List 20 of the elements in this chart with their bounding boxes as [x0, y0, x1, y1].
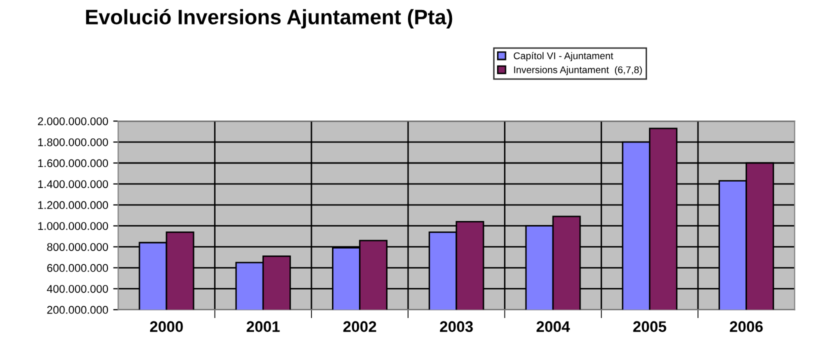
y-tick-label: 1.800.000.000 [38, 138, 108, 146]
x-tick-label: 2005 [633, 321, 666, 332]
x-tick-label: 2000 [150, 321, 183, 332]
x-tick-label: 2006 [730, 321, 763, 332]
y-tick-label: 1.400.000.000 [38, 180, 108, 188]
y-tick-label: 1.200.000.000 [38, 201, 108, 210]
y-tick-label: 800.000.000 [47, 243, 108, 251]
x-tick-label: 2004 [536, 321, 570, 332]
legend-label: Capítol VI - Ajuntament [514, 52, 614, 62]
chart-title: Evolució Inversions Ajuntament (Pta) [86, 8, 452, 29]
y-tick-label: 1.000.000.000 [38, 222, 108, 230]
x-tick-label: 2003 [440, 321, 473, 332]
x-tick-label: 2002 [343, 321, 376, 332]
y-tick-label: 200.000.000 [47, 306, 108, 314]
legend-label: Inversions Ajuntament (6,7,8) [514, 66, 642, 76]
x-tick-label: 2001 [246, 321, 280, 332]
y-tick-label: 1.600.000.000 [38, 159, 108, 168]
y-tick-label: 2.000.000.000 [38, 117, 108, 126]
y-tick-label: 600.000.000 [47, 264, 108, 272]
y-tick-label: 400.000.000 [46, 284, 108, 293]
